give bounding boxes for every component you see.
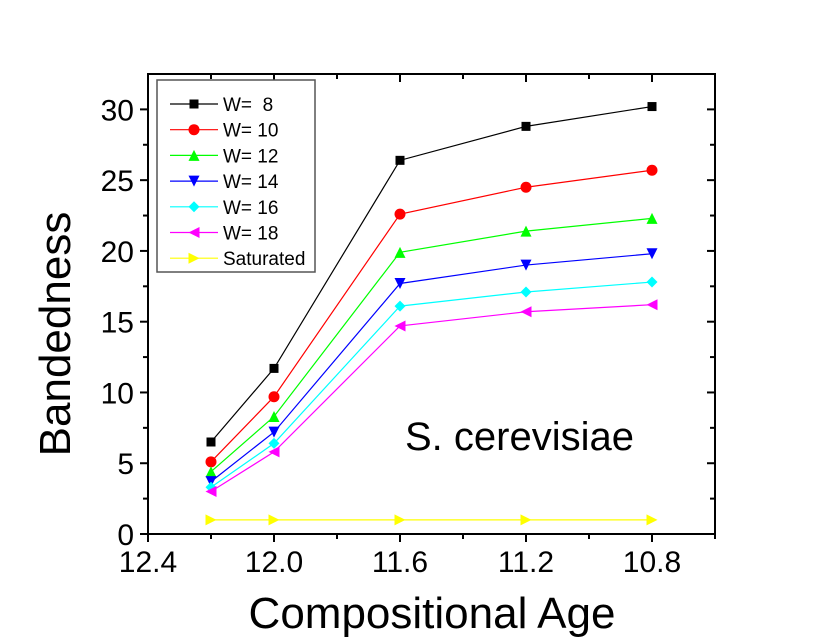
- data-point: [268, 446, 280, 458]
- annotation-label: S. cerevisiae: [405, 415, 634, 459]
- x-axis-label: Compositional Age: [249, 589, 616, 638]
- y-tick-label: 25: [101, 165, 134, 198]
- legend: W= 8 W= 10 W= 12 W= 14 W= 16 W= 18 Saturated: [156, 79, 316, 273]
- data-point: [268, 391, 280, 403]
- series-w-18: [205, 299, 658, 498]
- legend-label: W= 10: [223, 121, 278, 142]
- y-tick-label: 0: [117, 519, 134, 552]
- x-tick-label: 11.2: [498, 546, 554, 579]
- legend-marker: [188, 124, 200, 136]
- data-point: [394, 277, 406, 289]
- series-saturated: [205, 514, 658, 526]
- legend-label: W= 8: [223, 95, 273, 116]
- legend-marker: [188, 175, 200, 187]
- y-tick-label: 10: [101, 377, 134, 410]
- y-axis-label: Bandedness: [31, 212, 80, 457]
- legend-label: W= 18: [223, 224, 278, 245]
- x-tick-label: 11.6: [372, 546, 428, 579]
- data-point: [647, 102, 657, 112]
- y-tick-label: 30: [101, 94, 134, 127]
- data-point: [394, 208, 406, 220]
- data-point: [646, 276, 658, 288]
- series-w-14: [205, 248, 658, 488]
- data-point: [394, 514, 406, 526]
- y-tick-label: 15: [101, 307, 134, 340]
- legend-marker: [188, 201, 200, 213]
- data-point: [646, 514, 658, 526]
- series-w-12: [205, 212, 658, 478]
- legend-marker: [189, 99, 199, 109]
- x-tick-label: 12.4: [119, 546, 177, 579]
- data-point: [520, 286, 532, 298]
- data-point: [269, 363, 279, 373]
- data-point: [520, 225, 532, 237]
- legend-marker: [188, 149, 200, 161]
- data-point: [268, 411, 280, 423]
- data-point: [520, 181, 532, 193]
- data-point: [268, 437, 280, 449]
- y-tick-label: 20: [101, 236, 134, 269]
- data-point: [646, 299, 658, 311]
- axes: 12.4 12.0 11.6 11.2 10.8 0 5 10 15 20 25 30: [101, 73, 716, 579]
- data-point: [520, 259, 532, 271]
- series-w-16: [205, 276, 658, 493]
- data-point: [520, 306, 532, 318]
- x-tick-label: 10.8: [623, 546, 681, 579]
- data-point: [205, 466, 217, 478]
- series-layer: [205, 102, 658, 526]
- data-point: [205, 456, 217, 468]
- legend-marker: [188, 252, 200, 264]
- data-point: [521, 121, 531, 131]
- data-point: [646, 248, 658, 260]
- series-w-8: [206, 102, 657, 447]
- data-point: [520, 514, 532, 526]
- legend-marker: [188, 227, 200, 238]
- data-point: [205, 514, 217, 526]
- legend-box: [156, 79, 316, 273]
- data-point: [394, 300, 406, 312]
- data-point: [268, 426, 280, 438]
- legend-label: W= 14: [223, 172, 279, 193]
- x-tick-label: 12.0: [245, 546, 303, 579]
- data-point: [205, 486, 217, 498]
- data-point: [394, 320, 406, 332]
- legend-label: W= 12: [223, 146, 278, 167]
- data-point: [206, 437, 216, 447]
- data-point: [646, 212, 658, 224]
- y-tick-label: 5: [117, 448, 134, 481]
- data-point: [646, 164, 658, 176]
- data-point: [205, 476, 217, 488]
- data-point: [395, 155, 405, 165]
- data-point: [394, 246, 406, 258]
- legend-label: Saturated: [223, 249, 305, 270]
- data-point: [268, 514, 280, 526]
- legend-label: W= 16: [223, 198, 278, 219]
- plot-frame: [147, 73, 716, 535]
- series-w-10: [205, 164, 658, 468]
